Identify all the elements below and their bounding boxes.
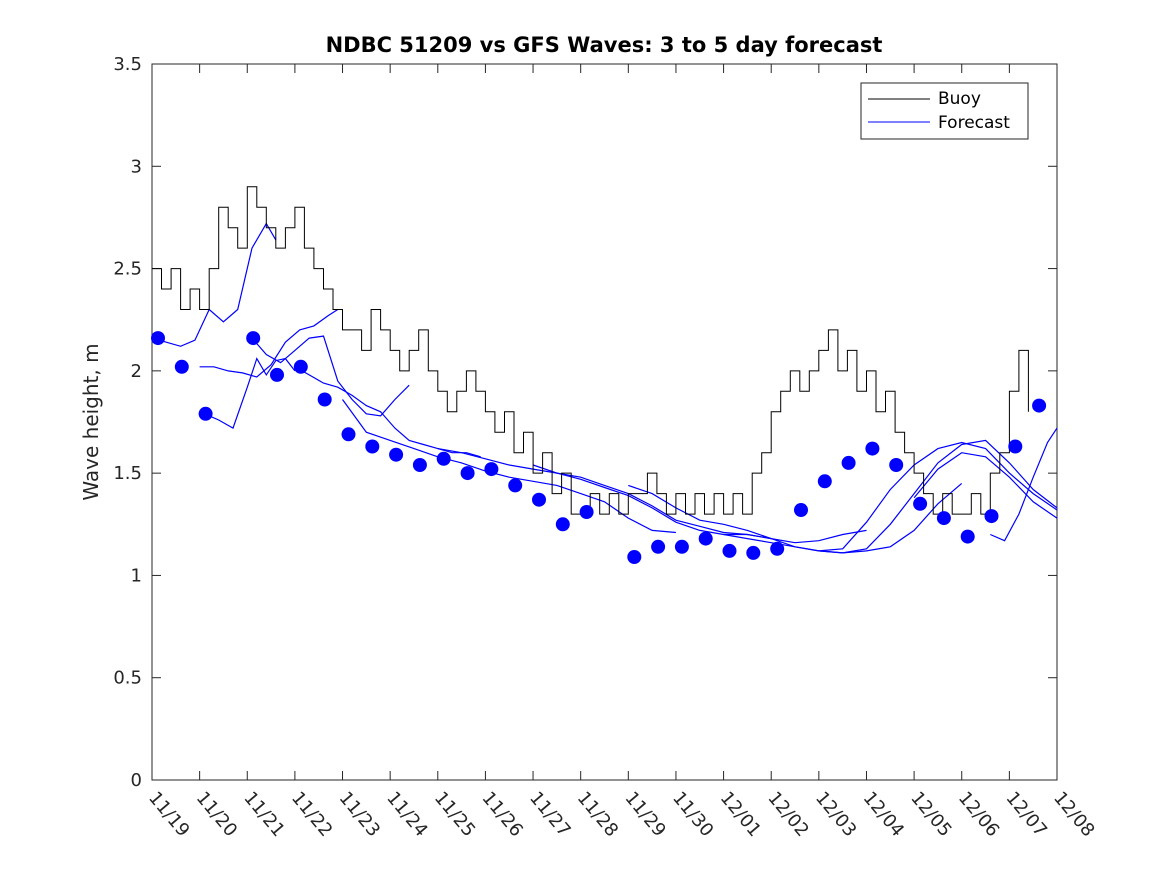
forecast-marker xyxy=(770,541,785,556)
forecast-series-line xyxy=(342,399,676,534)
forecast-marker xyxy=(960,529,975,544)
plot-area xyxy=(151,63,1058,781)
forecast-marker xyxy=(389,447,404,462)
forecast-marker xyxy=(674,539,689,554)
forecast-marker xyxy=(412,458,427,472)
forecast-series-line xyxy=(294,366,481,458)
x-tick-label: 11/20 xyxy=(192,788,241,841)
y-tick-label: 0.5 xyxy=(113,668,142,689)
forecast-series-line xyxy=(818,441,1058,552)
forecast-marker xyxy=(365,439,380,454)
forecast-marker xyxy=(555,517,570,532)
legend-forecast-label: Forecast xyxy=(938,113,1010,133)
x-tick-label: 11/23 xyxy=(335,788,384,841)
legend: Buoy Forecast xyxy=(860,82,1029,140)
forecast-marker xyxy=(270,367,284,382)
forecast-marker xyxy=(317,392,332,407)
forecast-series-line xyxy=(204,357,296,429)
forecast-marker xyxy=(746,545,761,560)
y-tick-label: 1 xyxy=(131,565,142,586)
forecast-marker xyxy=(984,509,999,524)
forecast-series-line xyxy=(199,308,339,378)
forecast-marker xyxy=(651,539,666,554)
forecast-marker xyxy=(341,427,356,442)
forecast-marker xyxy=(1032,398,1047,413)
forecast-series-line xyxy=(990,427,1058,542)
x-tick-label: 11/21 xyxy=(239,788,288,841)
forecast-marker xyxy=(913,496,928,511)
axis-ticks xyxy=(151,63,1058,781)
legend-box xyxy=(860,82,1029,140)
x-tick-label: 11/26 xyxy=(478,788,527,841)
forecast-series-line xyxy=(913,452,1058,519)
forecast-marker xyxy=(841,455,856,470)
x-tick-label: 11/30 xyxy=(668,788,717,841)
forecast-marker xyxy=(865,441,880,456)
x-tick-label: 12/07 xyxy=(1002,788,1051,841)
forecast-marker xyxy=(722,543,737,558)
y-tick-label: 3.5 xyxy=(113,54,142,75)
forecast-marker xyxy=(198,406,213,421)
forecast-marker xyxy=(246,331,261,346)
y-tick-labels: 0 0.5 1 1.5 2 2.5 3 3.5 xyxy=(113,54,142,791)
y-tick-label: 2 xyxy=(131,361,142,382)
forecast-marker xyxy=(151,331,165,346)
x-tick-label: 11/25 xyxy=(430,788,479,841)
y-tick-label: 0 xyxy=(131,770,142,791)
x-tick-label: 12/03 xyxy=(811,788,860,841)
y-tick-label: 3 xyxy=(131,156,142,177)
forecast-marker xyxy=(889,458,904,472)
forecast-markers xyxy=(151,331,1047,564)
buoy-series-line xyxy=(152,186,1029,515)
y-tick-label: 2.5 xyxy=(113,259,142,280)
x-tick-label: 12/08 xyxy=(1049,788,1098,841)
forecast-marker xyxy=(794,503,808,517)
legend-buoy-label: Buoy xyxy=(938,89,981,109)
forecast-marker xyxy=(698,531,713,546)
chart-title: NDBC 51209 vs GFS Waves: 3 to 5 day fore… xyxy=(326,33,883,57)
x-tick-label: 11/29 xyxy=(620,788,669,841)
forecast-lines xyxy=(151,222,1058,554)
forecast-marker xyxy=(174,359,189,374)
forecast-marker xyxy=(436,451,451,466)
forecast-marker xyxy=(627,550,642,564)
x-tick-label: 11/27 xyxy=(525,788,574,841)
forecast-marker xyxy=(532,492,546,507)
forecast-marker xyxy=(936,511,951,526)
forecast-series-line xyxy=(437,448,772,540)
forecast-marker xyxy=(293,359,308,374)
x-tick-label: 12/06 xyxy=(954,788,1003,841)
buoy-series xyxy=(152,186,1029,515)
x-tick-label: 12/01 xyxy=(716,788,765,841)
forecast-marker xyxy=(817,474,832,489)
x-tick-label: 11/24 xyxy=(382,788,431,841)
forecast-series-line xyxy=(151,222,277,347)
x-tick-label: 12/02 xyxy=(763,788,812,841)
forecast-marker xyxy=(460,466,475,481)
x-tick-labels: 11/1911/2011/2111/2211/2311/2411/2511/26… xyxy=(144,788,1098,841)
x-tick-label: 11/28 xyxy=(573,788,622,841)
forecast-marker xyxy=(508,478,523,493)
x-tick-label: 12/04 xyxy=(859,788,908,841)
x-tick-label: 11/22 xyxy=(287,788,336,841)
y-tick-label: 1.5 xyxy=(113,463,142,484)
forecast-series-line xyxy=(532,464,867,544)
forecast-series-line xyxy=(251,335,410,417)
forecast-marker xyxy=(484,462,499,477)
x-tick-label: 11/19 xyxy=(144,788,193,841)
x-tick-label: 12/05 xyxy=(906,788,955,841)
forecast-marker xyxy=(1008,439,1023,454)
forecast-marker xyxy=(579,505,594,519)
y-axis-label: Wave height, m xyxy=(79,343,103,500)
